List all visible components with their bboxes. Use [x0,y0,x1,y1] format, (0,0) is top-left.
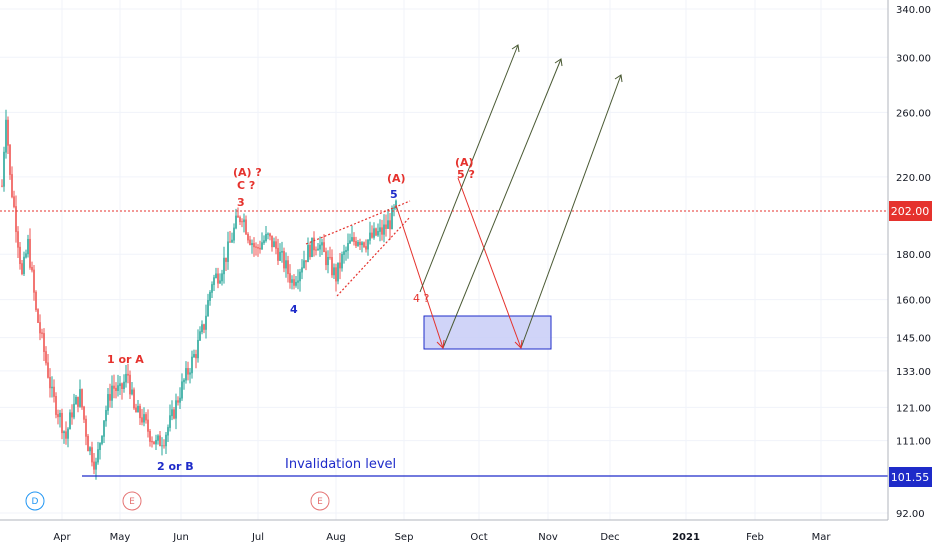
wave-label-4-q: 4 ? [413,292,429,305]
invalidation-price-badge-label: 101.55 [891,471,930,484]
wave-label-5: 5 [390,188,398,201]
rising-wedge [305,200,411,297]
wave-label-3: 3 [237,196,245,209]
current-price-badge-label: 202.00 [891,205,930,218]
price-tick-label: 145.00 [896,334,931,345]
time-tick-label: Mar [812,532,832,543]
price-tick-label: 180.00 [896,250,931,261]
invalidation-price-badge [889,467,932,487]
wave-label-5-q: 5 ? [457,168,475,181]
time-tick-label: Dec [600,532,619,543]
price-tick-label: 220.00 [896,173,931,184]
time-tick-label: May [110,532,131,543]
chart-grid [0,0,888,520]
price-tick-label: 133.00 [896,367,931,378]
time-axis[interactable]: Apr May Jun Jul Aug Sep Oct Nov Dec 2021 Feb Mar [53,532,831,543]
invalidation-label: Invalidation level [285,457,396,472]
current-price-badge [889,201,932,221]
wave-label-a-3: (A) [455,156,474,169]
time-tick-label: Aug [326,532,346,543]
event-marker-e2-circle [310,491,330,511]
wave-label-4: 4 [290,303,298,316]
wave-labels: (A) ? C ? 3 4 (A) 5 (A) 5 ? 4 ? 1 or A 2… [107,156,475,473]
price-tick-label: 340.00 [896,5,931,16]
price-tick-label: 111.00 [896,437,931,448]
price-tick-label: 300.00 [896,53,931,64]
event-marker-d: D [32,497,39,507]
price-tick-label: 121.00 [896,403,931,414]
price-axis[interactable]: 340.00 300.00 260.00 220.00 180.00 160.00 145.… [896,5,931,520]
wave-label-1-or-a: 1 or A [107,353,144,366]
time-tick-label: Nov [538,532,558,543]
projection-arrowheads [436,44,623,350]
event-marker-e2: E [317,497,323,507]
wave-label-c-q: C ? [237,179,255,192]
time-tick-label: Oct [470,532,487,543]
wave-label-2-or-b: 2 or B [157,460,194,473]
price-tick-label: 260.00 [896,108,931,119]
price-tick-label: 92.00 [896,509,925,520]
event-marker-d-circle [25,491,45,511]
wave-label-a-q-1: (A) ? [233,166,262,179]
wave-label-a-2: (A) [387,172,406,185]
event-markers: D E E [25,491,330,511]
time-tick-label: 2021 [672,532,700,543]
projection-paths [395,44,622,349]
time-tick-label: Jun [172,532,189,543]
event-marker-e1-circle [122,491,142,511]
candlestick-series [1,109,397,480]
event-marker-e1: E [129,497,135,507]
time-tick-label: Feb [746,532,764,543]
time-tick-label: Jul [251,532,264,543]
price-tick-label: 160.00 [896,296,931,307]
time-tick-label: Apr [53,532,71,543]
time-tick-label: Sep [395,532,414,543]
